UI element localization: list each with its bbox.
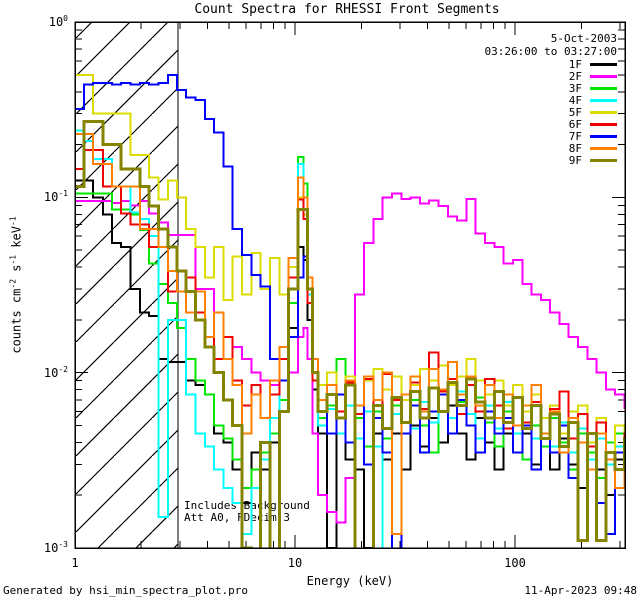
legend-swatch-6F: [590, 122, 617, 126]
legend-swatch-8F: [590, 146, 617, 150]
series-9F: [75, 120, 625, 548]
series-2F: [75, 192, 625, 524]
legend-swatch-2F: [590, 74, 617, 78]
legend-label-2F: 2F: [568, 69, 582, 83]
x-axis-label: Energy (keV): [306, 574, 394, 588]
legend-label-5F: 5F: [568, 105, 582, 119]
legend-swatch-7F: [590, 134, 617, 138]
y-tick-label-1e0: 100: [48, 14, 68, 29]
legend-swatch-1F: [590, 62, 617, 66]
legend-item-4F: 4F: [485, 93, 617, 107]
legend-swatch-3F: [590, 86, 617, 90]
legend: 5-Oct-2003 03:26:00 to 03:27:00 1F 2F 3F 4F…: [484, 32, 617, 167]
series-7F: [75, 73, 625, 548]
legend-item-9F: 9F: [485, 153, 617, 167]
page-title: Count Spectra for RHESSI Front Segments: [194, 2, 500, 17]
series-1F: [75, 179, 625, 548]
legend-swatch-5F: [590, 110, 617, 114]
series-curves: [75, 73, 625, 548]
y-tick-label-1e-1: 10-1: [43, 189, 68, 205]
legend-item-1F: 1F: [485, 57, 617, 71]
legend-item-7F: 7F: [485, 129, 617, 143]
legend-label-4F: 4F: [568, 93, 582, 107]
footer-generated-by: Generated by hsi_min_spectra_plot.pro: [3, 584, 249, 597]
legend-item-3F: 3F: [485, 81, 617, 95]
x-tick-label-10: 10: [287, 556, 303, 570]
x-tick-label-100: 100: [504, 556, 526, 570]
legend-label-3F: 3F: [568, 81, 582, 95]
legend-label-1F: 1F: [568, 57, 582, 71]
legend-item-8F: 8F: [485, 141, 617, 155]
legend-item-2F: 2F: [485, 69, 617, 83]
legend-rows: 1F 2F 3F 4F 5F 6F 7F 8F 9F: [485, 57, 617, 167]
legend-swatch-9F: [590, 158, 617, 162]
y-tick-label-1e-3: 10-3: [43, 540, 68, 555]
annotation-attenuator-state: Att A0, FDecim 3: [184, 511, 290, 524]
legend-item-6F: 6F: [485, 117, 617, 131]
legend-label-6F: 6F: [568, 117, 582, 131]
legend-time-range: 03:26:00 to 03:27:00: [484, 45, 617, 58]
legend-item-5F: 5F: [485, 105, 617, 119]
legend-label-7F: 7F: [568, 129, 582, 143]
footer-timestamp: 11-Apr-2023 09:48: [524, 584, 637, 597]
legend-swatch-4F: [590, 98, 617, 102]
legend-label-9F: 9F: [568, 153, 582, 167]
x-tick-label-1: 1: [71, 556, 79, 570]
y-tick-label-1e-2: 10-2: [43, 364, 68, 380]
legend-label-8F: 8F: [568, 141, 582, 155]
axis-ticks: [74, 21, 625, 549]
legend-date: 5-Oct-2003: [550, 32, 617, 45]
plot-frame: [74, 21, 626, 549]
y-axis-label: counts cm-2 s-1 keV-1: [8, 216, 24, 354]
